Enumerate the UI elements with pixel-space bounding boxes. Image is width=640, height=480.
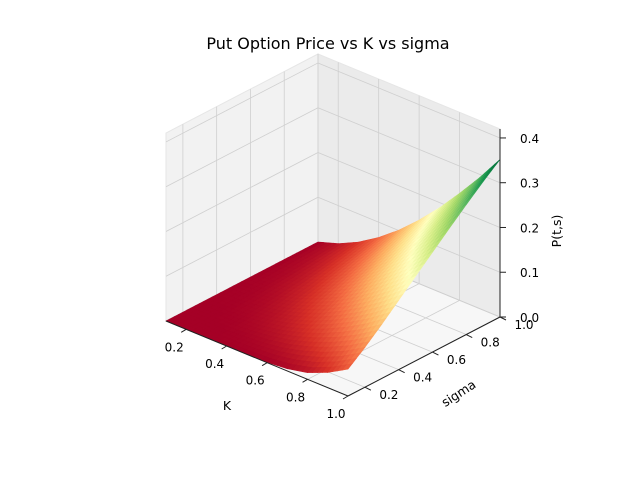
z-tick-label: 0.2 xyxy=(520,221,539,235)
z-tick-label: 0.3 xyxy=(520,177,539,191)
grid-line xyxy=(165,62,319,143)
grid-line xyxy=(317,62,501,139)
x-axis-line xyxy=(165,320,349,397)
y-axis-line xyxy=(347,316,501,397)
x-tick-label: 1.0 xyxy=(326,407,345,421)
y-tick-label: 0.6 xyxy=(447,353,466,367)
grid-line xyxy=(165,196,319,277)
y-tick-label: 1.0 xyxy=(514,318,533,332)
x-tick-mark xyxy=(302,378,308,383)
x-tick-mark xyxy=(342,395,349,400)
z-tick-label: 0.4 xyxy=(520,132,539,146)
y-tick-mark xyxy=(398,369,405,374)
axis-lines xyxy=(165,129,507,400)
y-tick-mark xyxy=(364,386,372,391)
surface-patch xyxy=(342,363,353,371)
y-tick-label: 0.2 xyxy=(379,388,398,402)
x-tick-label: 0.2 xyxy=(165,340,184,354)
y-tick-mark xyxy=(432,351,439,356)
x-tick-label: 0.6 xyxy=(246,374,265,388)
x-tick-mark xyxy=(261,362,268,367)
x-axis-label: K xyxy=(223,398,232,413)
y-tick-mark xyxy=(465,334,473,339)
grid-line xyxy=(317,107,501,184)
tick-labels: 0.20.40.60.81.00.20.40.60.81.00.00.10.20… xyxy=(165,132,539,421)
z-tick-label: 0.1 xyxy=(520,266,539,280)
x-tick-mark xyxy=(180,328,187,333)
x-tick-label: 0.4 xyxy=(205,357,224,371)
x-tick-label: 0.8 xyxy=(286,390,305,404)
grid-line xyxy=(165,107,319,188)
chart-title: Put Option Price vs K vs sigma xyxy=(206,34,449,53)
y-tick-label: 0.4 xyxy=(413,371,432,385)
grid-line xyxy=(317,152,501,228)
z-axis-label: P(t,s) xyxy=(549,215,564,248)
z-tick-label: 0.0 xyxy=(520,311,539,325)
x-tick-mark xyxy=(221,345,227,350)
grid-line xyxy=(165,152,319,232)
y-tick-label: 0.8 xyxy=(481,336,500,350)
surface-plot xyxy=(165,159,501,373)
